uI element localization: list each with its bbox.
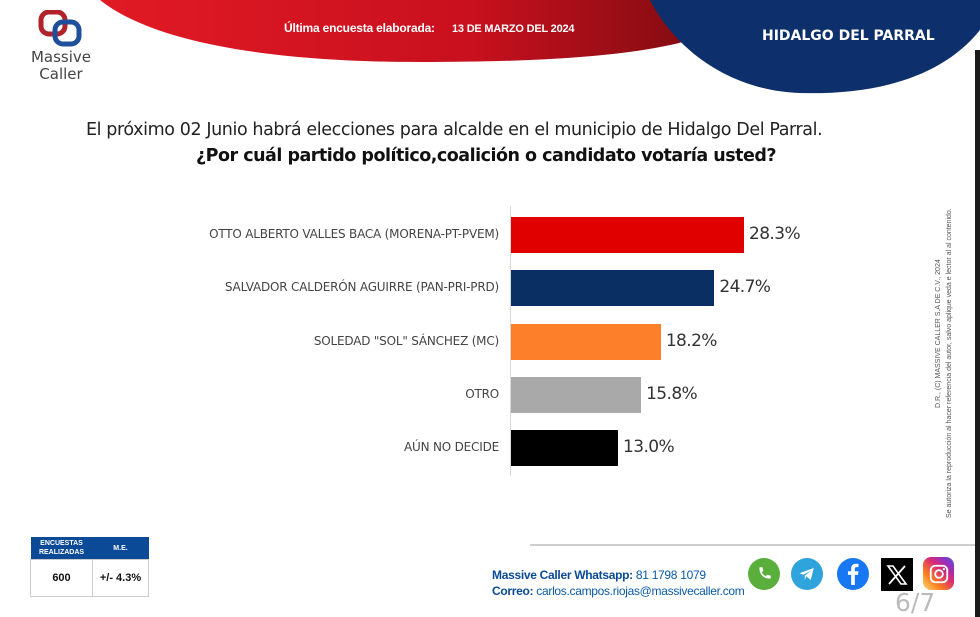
survey-date: Última encuesta elaborada: 13 DE MARZO D… [284,21,575,35]
whatsapp-icon[interactable] [748,558,780,590]
logo: Massive Caller [26,10,96,83]
city-title: HIDALGO DEL PARRAL [762,28,935,44]
telegram-icon[interactable] [791,558,823,590]
red-header-shape [100,0,720,62]
whatsapp-number[interactable]: 81 1798 1079 [635,568,706,582]
category-label: OTTO ALBERTO VALLES BACA (MORENA-PT-PVEM… [209,227,499,241]
stats-header-encuestas: ENCUESTAS REALIZADAS [30,537,93,560]
value-label: 18.2% [665,330,718,351]
logo-name-line2: Caller [39,65,83,83]
stats-value-encuestas: 600 [30,559,93,597]
chart-axis-line [510,206,511,476]
logo-name-line1: Massive [30,48,92,66]
survey-date-value: 13 DE MARZO DEL 2024 [452,23,575,35]
survey-date-label: Última encuesta elaborada: [284,21,435,35]
value-label: 24.7% [719,277,771,298]
bar [511,217,744,253]
question-prompt: ¿Por cuál partido político,coalición o c… [196,146,777,166]
stats-value-me: +/- 4.3% [92,559,149,597]
category-label: AÚN NO DECIDE [404,440,499,455]
x-icon[interactable] [881,558,913,591]
question-intro: El próximo 02 Junio habrá elecciones par… [86,120,823,140]
stats-header-me: M.E. [92,537,149,560]
navy-header-shape [650,0,980,94]
bar [511,430,619,467]
value-label: 28.3% [749,224,801,244]
instagram-icon[interactable] [923,557,954,590]
email-label: Correo: [492,584,534,598]
bar [511,270,715,307]
survey-stats-table: ENCUESTAS REALIZADAS M.E. 600 +/- 4.3% [30,537,149,597]
reproduction-note: Se autoriza la reproducción al hacer ref… [946,208,953,518]
copyright-note: D.R., (C) MASSIVE CALLER S.A DE C.V., 20… [935,259,942,408]
right-edge-strip [975,50,980,617]
email-contact: Correo: carlos.campos.riojas@massivecall… [492,583,745,599]
speech-bubbles-logo-icon [38,10,82,47]
value-label: 13.0% [623,437,675,458]
email-address[interactable]: carlos.campos.riojas@massivecaller.com [536,584,745,598]
whatsapp-contact: Massive Caller Whatsapp: 81 1798 1079 [492,567,744,583]
bar [511,376,642,413]
facebook-icon[interactable] [837,558,869,590]
bar [511,323,661,360]
category-label: OTRO [465,386,499,401]
category-label: SOLEDAD "SOL" SÁNCHEZ (MC) [313,333,499,348]
value-label: 15.8% [646,383,698,404]
category-label: SALVADOR CALDERÓN AGUIRRE (PAN-PRI-PRD) [224,280,499,295]
whatsapp-label: Massive Caller Whatsapp: [492,568,633,582]
contact-info: Massive Caller Whatsapp: 81 1798 1079 Co… [492,567,745,599]
page-number: 6/7 [895,588,936,617]
